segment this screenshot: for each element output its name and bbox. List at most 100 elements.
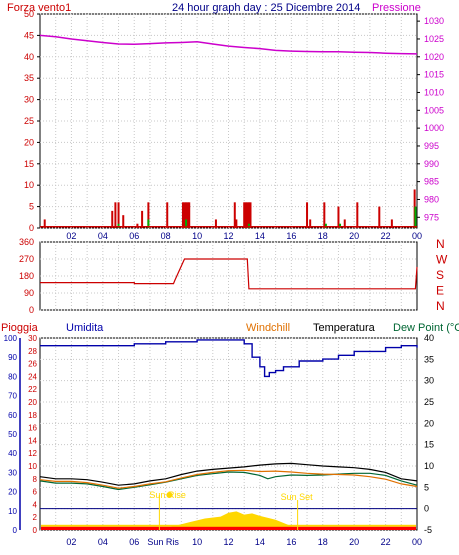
wind-average-bars bbox=[117, 206, 417, 228]
wind-gust-bar bbox=[166, 202, 169, 228]
time-tick-label: 18 bbox=[318, 537, 328, 547]
rain-base-line bbox=[41, 524, 416, 527]
compass-label: W bbox=[436, 253, 448, 267]
wind-gust-bar bbox=[309, 219, 312, 228]
wind-gust-bar bbox=[214, 219, 217, 228]
time-tick-label: 04 bbox=[98, 231, 108, 241]
wind-gust-bar bbox=[183, 202, 186, 228]
dewpoint-line bbox=[39, 471, 418, 491]
humidity-tick-label: 10 bbox=[8, 507, 17, 516]
wind-gust-bar bbox=[111, 210, 114, 228]
wind-tick-label: 10 bbox=[24, 180, 34, 190]
temp-humidity-grid bbox=[40, 337, 417, 531]
compass-label: S bbox=[436, 268, 444, 282]
time-tick-label: 10 bbox=[192, 231, 202, 241]
wind-tick-label: 50 bbox=[24, 9, 34, 19]
humidity-tick-label: 40 bbox=[8, 449, 17, 458]
wind-pressure-frame bbox=[39, 13, 418, 229]
time-tick-label: 18 bbox=[318, 231, 328, 241]
wind-gust-bar bbox=[43, 219, 46, 228]
rain-tick-label: 22 bbox=[28, 385, 37, 394]
temperature-tick-label: 20 bbox=[424, 418, 434, 428]
windchill-line bbox=[39, 469, 418, 489]
humidity-tick-label: 30 bbox=[8, 468, 17, 477]
rain-tick-label: 10 bbox=[28, 462, 37, 471]
wind-gust-bar bbox=[141, 210, 144, 228]
wind-tick-label: 0 bbox=[29, 223, 34, 233]
time-tick-label: 02 bbox=[66, 231, 76, 241]
wind-gust-bar bbox=[117, 202, 120, 228]
wind-gust-bar bbox=[343, 219, 346, 228]
pressure-line bbox=[39, 34, 418, 55]
temperature-tick-label: 25 bbox=[424, 397, 434, 407]
pressure-axis: 975 980 985 990 995 1000 1005 1010 1015 1020 1025 1… bbox=[417, 16, 444, 222]
pressure-tick-label: 1030 bbox=[424, 16, 444, 26]
wind-title: Forza vento1 bbox=[7, 2, 71, 14]
pressure-title: Pressione bbox=[372, 2, 421, 14]
sun-icon-disc bbox=[166, 492, 173, 498]
wind-gust-bar bbox=[185, 202, 188, 228]
humidity-tick-label: 50 bbox=[8, 430, 17, 439]
time-tick-label: 20 bbox=[349, 231, 359, 241]
wind-tick-label: 45 bbox=[24, 30, 34, 40]
rain-tick-label: 28 bbox=[28, 347, 37, 356]
humidity-tick-label: 90 bbox=[8, 353, 17, 362]
pressure-tick-label: 990 bbox=[424, 159, 439, 169]
wind-gust-bar bbox=[378, 206, 381, 228]
wind-average-bar bbox=[185, 219, 188, 228]
rain-tick-label: 16 bbox=[28, 424, 37, 433]
time-tick-label: 00 bbox=[412, 231, 422, 241]
time-tick-label: 12 bbox=[223, 537, 233, 547]
temperature-tick-label: -5 bbox=[424, 525, 432, 535]
rain-tick-label: 30 bbox=[28, 334, 37, 343]
time-tick-label: 16 bbox=[286, 537, 296, 547]
windchill-label: Windchill bbox=[246, 322, 290, 334]
wind-gust-bar bbox=[181, 202, 184, 228]
rain-tick-label: 12 bbox=[28, 449, 37, 458]
wind-tick-label: 5 bbox=[29, 202, 34, 212]
compass-label: N bbox=[436, 299, 445, 313]
wind-direction-axis: 0 90 180 270 360 bbox=[19, 237, 34, 315]
temperature-tick-label: 35 bbox=[424, 354, 434, 364]
pressure-tick-label: 1020 bbox=[424, 52, 444, 62]
wind-gust-bar bbox=[306, 202, 309, 228]
humidity-tick-label: 60 bbox=[8, 411, 17, 420]
temp-humidity-series bbox=[39, 339, 418, 491]
pressure-tick-label: 975 bbox=[424, 212, 439, 222]
pressure-tick-label: 1025 bbox=[424, 34, 444, 44]
wind-average-bar bbox=[247, 223, 250, 228]
wind-tick-label: 30 bbox=[24, 95, 34, 105]
time-tick-label: 08 bbox=[161, 231, 171, 241]
wind-gust-bar bbox=[390, 219, 393, 228]
humidity-tick-label: 70 bbox=[8, 392, 17, 401]
rain-tick-label: 24 bbox=[28, 372, 37, 381]
time-tick-label: 14 bbox=[255, 537, 265, 547]
temperature-tick-label: 0 bbox=[424, 504, 429, 514]
wind-speed-axis: 0 5 10 15 20 25 30 35 40 45 50 bbox=[24, 9, 40, 233]
rain-tick-label: 6 bbox=[33, 488, 38, 497]
temperature-tick-label: 15 bbox=[424, 440, 434, 450]
compass-label: N bbox=[436, 237, 445, 251]
time-axis: 02 04 06 10 12 14 16 18 20 22 00 bbox=[66, 537, 422, 547]
direction-tick-label: 270 bbox=[19, 254, 34, 264]
rain-tick-label: 18 bbox=[28, 411, 37, 420]
wind-tick-label: 25 bbox=[24, 116, 34, 126]
time-tick-label: 00 bbox=[412, 537, 422, 547]
wind-average-bar bbox=[147, 219, 150, 228]
wind-gust-bar bbox=[186, 202, 189, 228]
direction-tick-label: 360 bbox=[19, 237, 34, 247]
time-tick-label: 20 bbox=[349, 537, 359, 547]
time-tick-label: 04 bbox=[98, 537, 108, 547]
time-tick-label: 14 bbox=[255, 231, 265, 241]
humidity-axis: 0 10 20 30 40 50 60 70 80 90 100 bbox=[4, 334, 21, 535]
humidity-tick-label: 80 bbox=[8, 372, 17, 381]
wind-average-bar bbox=[414, 206, 417, 228]
wind-gust-bar bbox=[122, 215, 125, 228]
wind-gust-bar bbox=[188, 202, 191, 228]
temperature-tick-label: 30 bbox=[424, 376, 434, 386]
